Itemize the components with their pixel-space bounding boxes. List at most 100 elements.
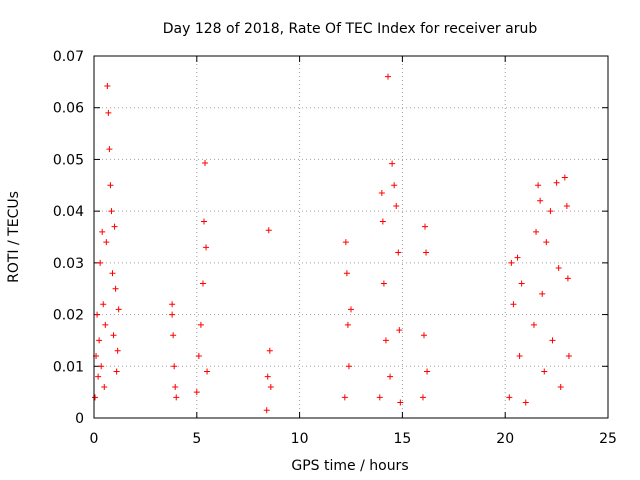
y-tick-label: 0.05: [53, 152, 84, 168]
data-point: [195, 352, 202, 359]
chart-title: Day 128 of 2018, Rate Of TEC Index for r…: [163, 21, 538, 37]
data-point: [424, 368, 431, 375]
data-point: [203, 244, 210, 251]
x-axis-label: GPS time / hours: [291, 458, 408, 474]
data-point: [200, 218, 207, 225]
data-point: [265, 227, 272, 234]
data-point: [379, 218, 386, 225]
data-point: [420, 332, 427, 339]
data-point: [535, 182, 542, 189]
y-axis-label: ROTI / TECUs: [6, 191, 22, 283]
x-tick-label: 25: [599, 431, 617, 447]
data-point: [557, 383, 564, 390]
data-point: [99, 228, 106, 235]
data-point: [506, 394, 513, 401]
data-point: [266, 347, 273, 354]
data-point: [378, 190, 385, 197]
data-point: [547, 208, 554, 215]
data-point: [553, 179, 560, 186]
data-point: [106, 146, 113, 153]
data-point: [264, 373, 271, 380]
y-tick-label: 0.07: [53, 49, 84, 65]
data-point: [105, 109, 112, 116]
data-point: [422, 223, 429, 230]
data-point: [516, 352, 523, 359]
data-point: [108, 208, 115, 215]
data-point: [510, 301, 517, 308]
data-point: [343, 270, 350, 277]
y-tick-label: 0.01: [53, 359, 84, 375]
data-point: [171, 363, 178, 370]
data-point: [101, 383, 108, 390]
data-point: [396, 327, 403, 334]
data-point: [112, 285, 119, 292]
x-tick-label: 15: [393, 431, 411, 447]
data-point: [111, 223, 118, 230]
data-point: [565, 352, 572, 359]
data-point: [113, 368, 120, 375]
x-tick-label: 5: [192, 431, 201, 447]
data-point: [387, 373, 394, 380]
data-point: [263, 407, 270, 414]
plot-frame: [93, 55, 609, 419]
y-tick-label: 0.03: [53, 256, 84, 272]
data-point: [508, 259, 515, 266]
data-point: [103, 239, 110, 246]
data-point: [204, 368, 211, 375]
data-point: [197, 321, 204, 328]
data-point: [530, 321, 537, 328]
data-point: [109, 270, 116, 277]
data-point: [423, 249, 430, 256]
data-point: [172, 383, 179, 390]
data-point: [345, 363, 352, 370]
x-tick-label: 20: [496, 431, 514, 447]
data-point: [92, 394, 99, 401]
data-point: [104, 82, 111, 89]
data-point: [341, 394, 348, 401]
data-point: [96, 337, 103, 344]
data-point: [376, 394, 383, 401]
data-point: [169, 301, 176, 308]
data-point: [94, 311, 101, 318]
data-point: [380, 280, 387, 287]
x-tick-label: 0: [90, 431, 99, 447]
data-point: [97, 259, 104, 266]
data-point: [391, 182, 398, 189]
data-point: [100, 301, 107, 308]
data-point: [564, 275, 571, 282]
data-point: [348, 306, 354, 313]
data-point: [537, 197, 544, 204]
data-point: [539, 290, 546, 297]
data-point: [107, 182, 114, 189]
data-point: [193, 389, 200, 396]
x-tick-label: 10: [291, 431, 309, 447]
data-point: [555, 265, 562, 272]
data-point: [549, 337, 556, 344]
data-point: [115, 306, 122, 313]
y-tick-label: 0: [75, 411, 84, 427]
data-point: [170, 332, 177, 339]
data-point: [95, 373, 102, 380]
data-point: [541, 368, 548, 375]
data-point: [342, 239, 349, 246]
data-point: [114, 347, 121, 354]
data-point: [382, 337, 389, 344]
data-point: [389, 160, 396, 167]
data-point: [267, 383, 274, 390]
data-points: [92, 73, 572, 414]
data-point: [514, 254, 521, 261]
data-point: [561, 174, 568, 181]
data-point: [395, 249, 402, 256]
data-point: [169, 311, 176, 318]
y-tick-label: 0.06: [53, 101, 84, 117]
data-point: [393, 202, 400, 209]
data-point: [563, 202, 570, 209]
data-point: [199, 280, 206, 287]
data-point: [202, 160, 209, 167]
data-point: [344, 321, 351, 328]
data-point: [110, 332, 117, 339]
data-point: [102, 321, 109, 328]
data-point: [518, 280, 525, 287]
data-point: [419, 394, 426, 401]
